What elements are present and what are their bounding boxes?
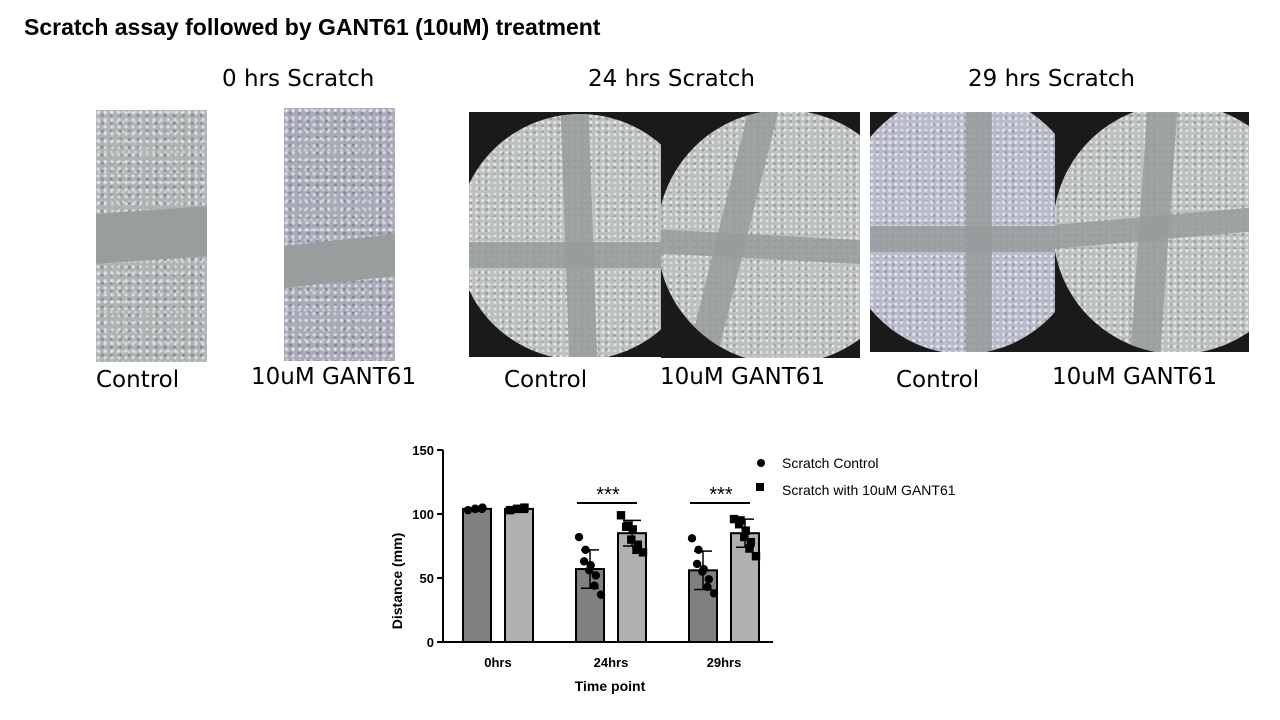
page-title: Scratch assay followed by GANT61 (10uM) …: [24, 14, 601, 40]
data-point: [579, 557, 589, 566]
x-tick-label: 29hrs: [707, 655, 742, 670]
legend-label-control: Scratch Control: [782, 455, 878, 471]
legend-marker-control: [757, 459, 765, 467]
data-point: [741, 526, 750, 535]
y-tick-label: 100: [412, 507, 434, 522]
y-axis-label: Distance (mm): [389, 533, 405, 629]
label-29hrs-control: Control: [896, 367, 980, 393]
label-0hrs-control: Control: [96, 367, 180, 393]
data-point: [751, 552, 761, 561]
y-tick-label: 150: [412, 443, 434, 458]
data-point: [519, 504, 529, 514]
data-point: [694, 545, 703, 555]
data-point: [729, 514, 739, 524]
data-point: [616, 511, 626, 520]
data-point: [470, 504, 480, 514]
data-point: [621, 522, 631, 531]
panel-title-0hrs: 0 hrs Scratch: [222, 66, 375, 92]
data-point: [704, 575, 714, 584]
label-24hrs-control: Control: [504, 367, 588, 393]
label-24hrs-gant61: 10uM GANT61: [660, 364, 826, 390]
data-point: [687, 534, 697, 543]
y-tick-label: 50: [420, 571, 434, 586]
data-point: [698, 567, 707, 576]
x-axis-label: Time point: [575, 678, 646, 694]
micrograph-0hrs-gant61: [284, 108, 395, 361]
y-tick-label: 0: [427, 635, 434, 650]
data-point: [581, 545, 590, 555]
data-point: [633, 540, 643, 549]
legend: Scratch Control Scratch with 10uM GANT61: [756, 455, 956, 498]
data-point: [627, 535, 636, 544]
x-tick-label: 24hrs: [594, 655, 629, 670]
data-point: [585, 566, 594, 575]
data-point: [692, 559, 702, 569]
data-point: [638, 548, 648, 557]
micrograph-24hrs-gant61: [661, 112, 860, 358]
x-tick-label: 0hrs: [484, 655, 511, 670]
data-point: [628, 525, 637, 534]
micrograph-0hrs-control: [96, 110, 207, 362]
label-29hrs-gant61: 10uM GANT61: [1052, 364, 1218, 390]
bar: [462, 507, 492, 643]
bar: [504, 507, 534, 643]
data-point: [703, 582, 712, 592]
label-0hrs-gant61: 10uM GANT61: [251, 364, 417, 390]
significance-label: ***: [596, 484, 620, 506]
panel-title-24hrs: 24 hrs Scratch: [588, 66, 755, 92]
data-point: [574, 532, 584, 542]
panel-title-29hrs: 29 hrs Scratch: [968, 66, 1135, 92]
data-point: [709, 589, 719, 598]
data-point: [596, 590, 606, 599]
data-point: [512, 504, 522, 514]
data-point: [590, 581, 599, 590]
data-point: [591, 571, 601, 580]
distance-bar-chart: 0 50 100 150 0hrs 24hrs 29hrs *** *** Distance (…: [389, 443, 956, 694]
data-point: [463, 505, 473, 515]
data-point: [746, 537, 756, 547]
significance-label: ***: [709, 484, 733, 506]
data-point: [505, 505, 515, 515]
micrograph-29hrs-control: [870, 112, 1056, 352]
data-point: [740, 532, 749, 542]
data-point: [632, 545, 641, 555]
bar: [730, 532, 760, 643]
legend-marker-gant61: [756, 483, 764, 491]
data-point: [745, 544, 754, 553]
micrograph-24hrs-control: [469, 112, 663, 357]
data-point: [477, 504, 487, 514]
micrograph-29hrs-gant61: [1055, 112, 1249, 352]
legend-label-gant61: Scratch with 10uM GANT61: [782, 482, 956, 498]
data-point: [734, 520, 744, 529]
